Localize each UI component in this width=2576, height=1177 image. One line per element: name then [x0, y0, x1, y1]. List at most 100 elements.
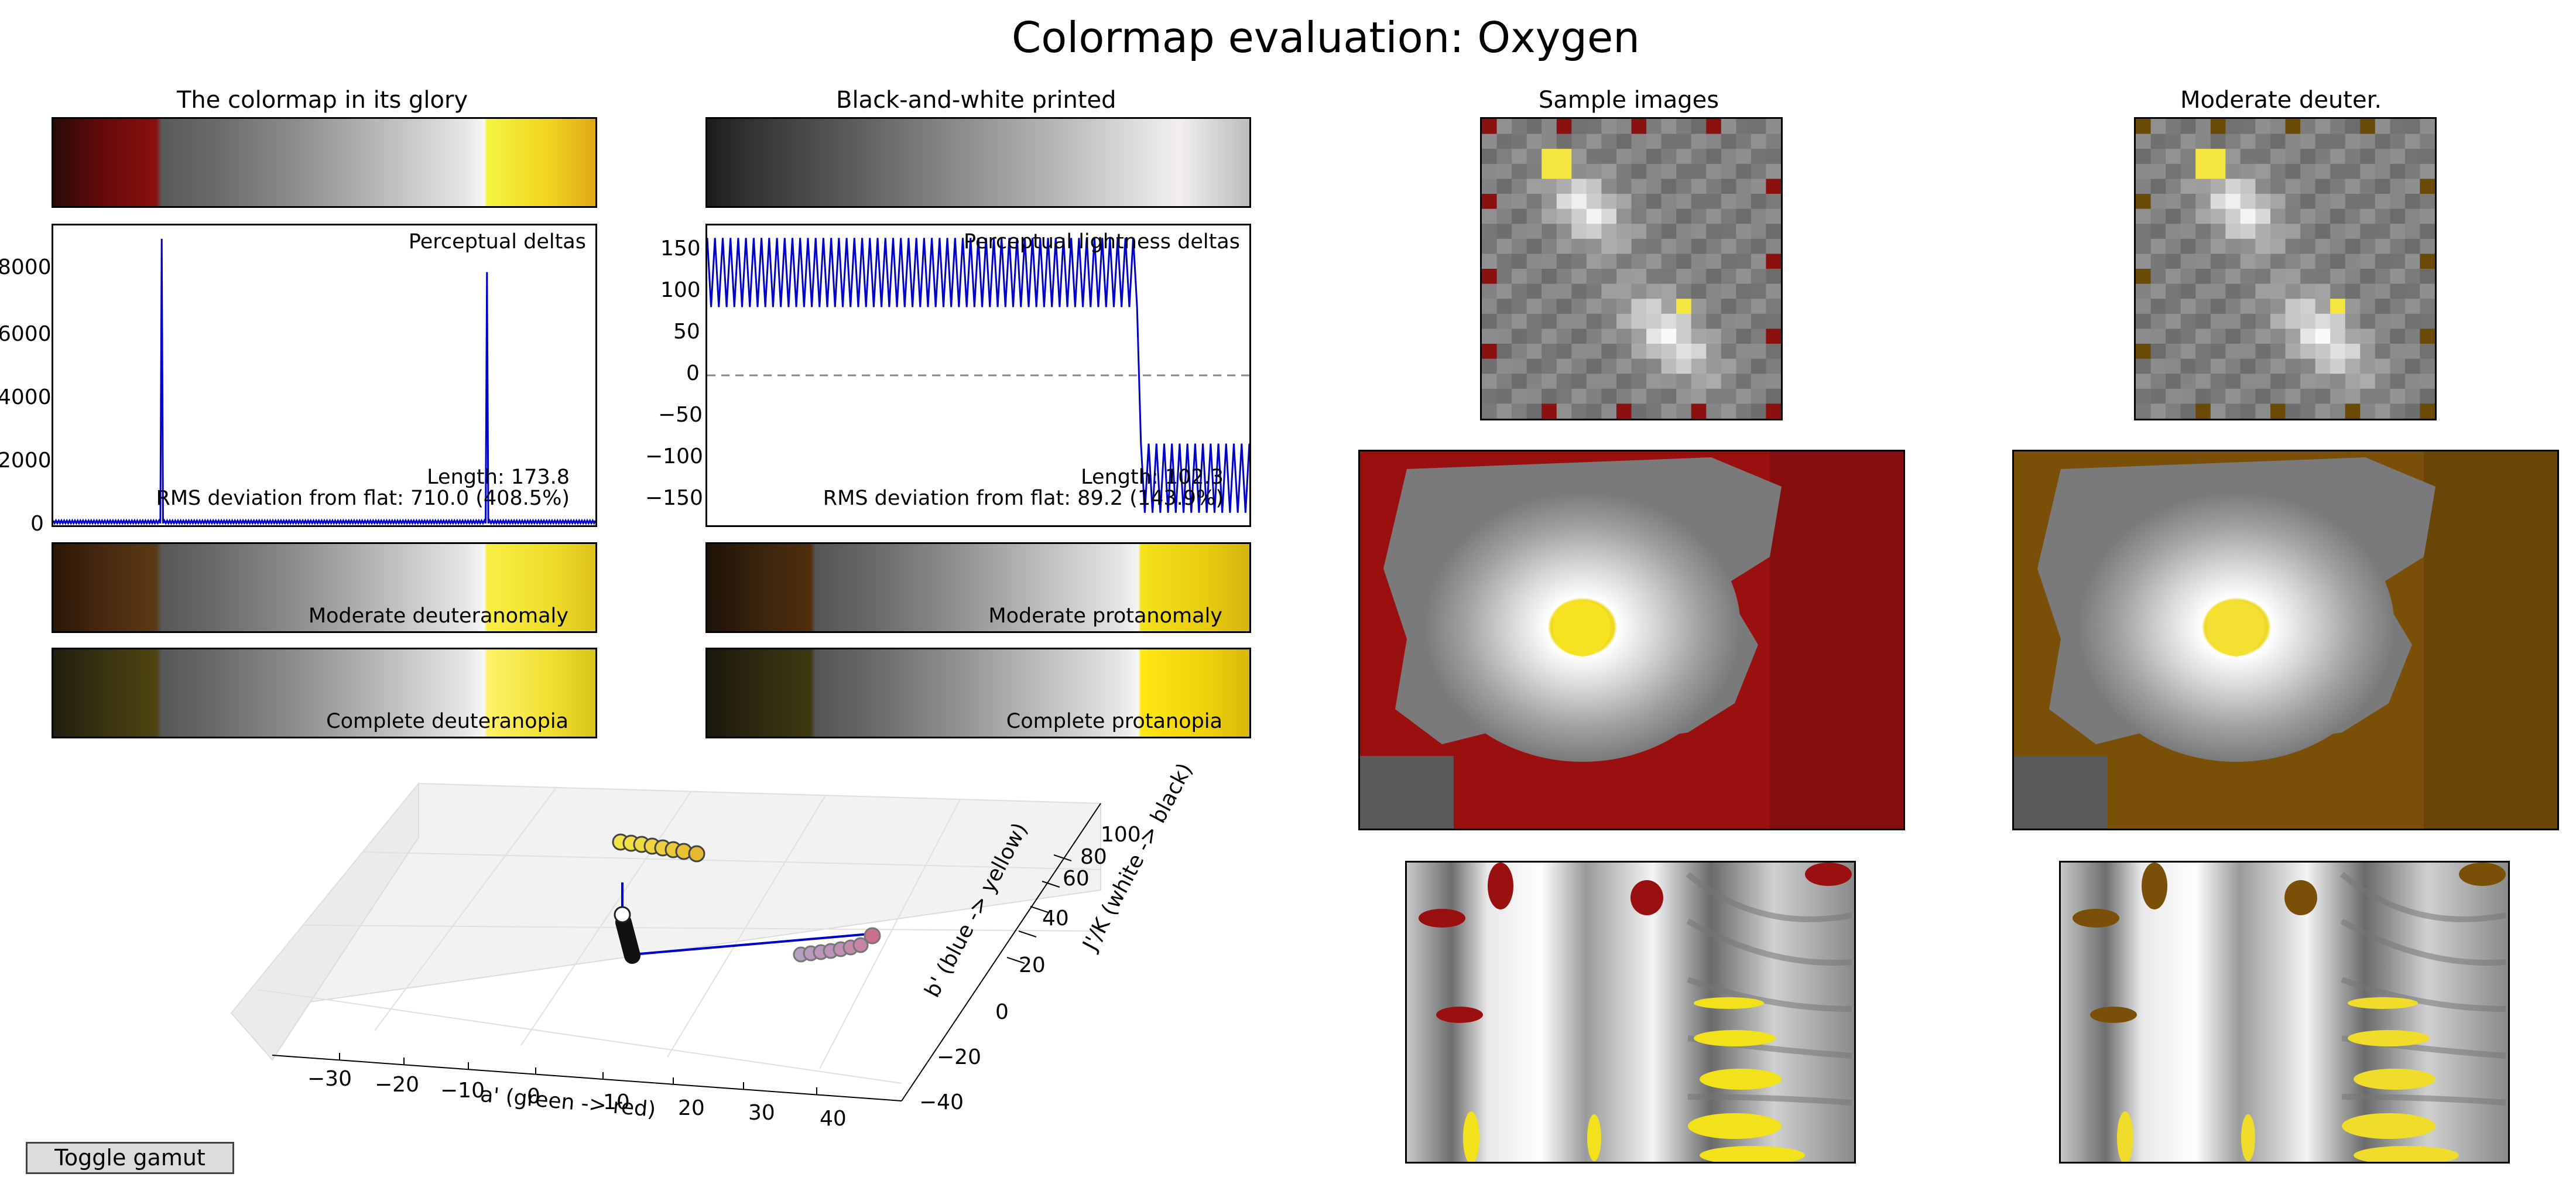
label-complete-protanopia: Complete protanopia: [1006, 710, 1222, 733]
pixel-cell: [2300, 403, 2316, 419]
pixel-cell: [1631, 374, 1647, 389]
pixel-cell: [2315, 179, 2331, 194]
pixel-cell: [1736, 299, 1752, 314]
pixel-cell: [2315, 194, 2331, 210]
pixel-cell: [2300, 344, 2316, 360]
pixel-cell: [1766, 269, 1781, 285]
pixel-cell: [2285, 358, 2301, 374]
pixel-cell: [2285, 179, 2301, 194]
deuter-terrain-yellow-core: [2207, 600, 2265, 656]
pixel-cell: [2166, 194, 2181, 210]
pixel-cell: [1571, 403, 1587, 419]
pixel-cell: [1526, 208, 1542, 224]
pixel-cell: [2360, 388, 2376, 404]
pixel-cell: [2345, 344, 2361, 360]
pixel-cell: [1676, 119, 1692, 135]
pixel-cell: [1661, 119, 1677, 135]
pixel-cell: [2195, 194, 2211, 210]
pixel-cell: [1586, 194, 1602, 210]
panel-title-sample: Sample images: [1539, 87, 1719, 114]
pl-ytick-minus50: −50: [658, 403, 703, 427]
pixel-cell: [2240, 329, 2256, 344]
pixel-cell: [1721, 374, 1736, 389]
pixel-cell: [2420, 238, 2435, 254]
pixel-cell: [1542, 194, 1557, 210]
pixel-cell: [2270, 283, 2286, 299]
pixel-cell: [2180, 283, 2196, 299]
pixel-cell: [2270, 134, 2286, 149]
pixel-cell: [1631, 149, 1647, 165]
pixel-cell: [1706, 388, 1722, 404]
gamut-xtick-minus20: −20: [375, 1073, 419, 1097]
pixel-cell: [2404, 403, 2421, 419]
pixel-cell: [1571, 313, 1587, 329]
pixel-cell: [2420, 269, 2435, 285]
pixel-cell: [2166, 358, 2181, 374]
pixel-cell: [1676, 388, 1692, 404]
pixel-cell: [2330, 149, 2346, 165]
pixel-cell: [1706, 283, 1722, 299]
pixel-cell: [2210, 254, 2226, 269]
pixel-cell: [2270, 194, 2286, 210]
pixel-cell: [2360, 238, 2376, 254]
pixel-cell: [2404, 208, 2421, 224]
gamut-3d-plot[interactable]: [0, 755, 1288, 1177]
pixel-cell: [1676, 149, 1692, 165]
pixel-cell: [1751, 134, 1767, 149]
gamut-xtick-20: 20: [678, 1096, 705, 1120]
pixel-cell: [2150, 329, 2166, 344]
pixel-cell: [1616, 238, 1632, 254]
pixel-cell: [2420, 208, 2435, 224]
pd-ytick-2000: 2000: [0, 449, 52, 473]
pixel-cell: [1542, 254, 1557, 269]
panel-title-bw: Black-and-white printed: [836, 87, 1116, 114]
pixel-cell: [1601, 374, 1617, 389]
pixel-cell: [2285, 313, 2301, 329]
pixel-cell: [1661, 224, 1677, 239]
pixel-cell: [1542, 163, 1557, 179]
pixel-cell: [1556, 149, 1572, 165]
pixel-cell: [2390, 254, 2406, 269]
pixel-cell: [2225, 194, 2241, 210]
pixel-cell: [1736, 388, 1752, 404]
pixel-cell: [2225, 238, 2241, 254]
pixel-cell: [1586, 388, 1602, 404]
pixel-cell: [1496, 388, 1512, 404]
pixel-cell: [1661, 358, 1677, 374]
pixel-cell: [1571, 388, 1587, 404]
pixel-cell: [1586, 269, 1602, 285]
toggle-gamut-button[interactable]: Toggle gamut: [26, 1142, 234, 1174]
pixel-cell: [2255, 119, 2271, 135]
pixel-cell: [2210, 388, 2226, 404]
pixel-cell: [1496, 119, 1512, 135]
pixel-cell: [1691, 119, 1707, 135]
pixel-cell: [2390, 299, 2406, 314]
pixel-cell: [2270, 163, 2286, 179]
pixel-cell: [1751, 344, 1767, 360]
pixel-cell: [1512, 134, 1527, 149]
pixel-cell: [1482, 149, 1498, 165]
pixel-cell: [2195, 224, 2211, 239]
pixel-cell: [2136, 254, 2152, 269]
pixel-cell: [2330, 388, 2346, 404]
pixel-cell: [2375, 224, 2390, 239]
pixel-cell: [1736, 134, 1752, 149]
pixel-cell: [1482, 163, 1498, 179]
pixel-cell: [1512, 329, 1527, 344]
pixel-cell: [1676, 163, 1692, 179]
pixel-cell: [2330, 329, 2346, 344]
pixel-cell: [1601, 254, 1617, 269]
pixel-cell: [2420, 313, 2435, 329]
pixel-cell: [1661, 403, 1677, 419]
pixel-cell: [2136, 329, 2152, 344]
pixel-cell: [1586, 224, 1602, 239]
pixel-cell: [2225, 179, 2241, 194]
gamut-xtick-30: 30: [748, 1101, 775, 1125]
pixel-cell: [2240, 224, 2256, 239]
pixel-cell: [2150, 283, 2166, 299]
deuter-interference-brown-blobs: [2073, 863, 2506, 1023]
pixel-cell: [1706, 254, 1722, 269]
pixel-cell: [2240, 374, 2256, 389]
pixel-cell: [1586, 179, 1602, 194]
pixel-cell: [1512, 238, 1527, 254]
